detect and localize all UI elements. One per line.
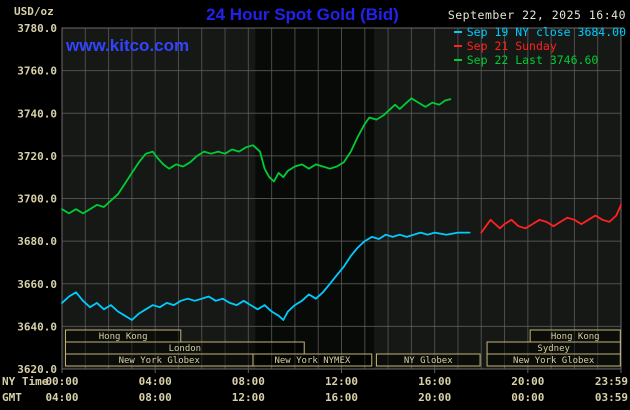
- x-tick-label-gmt: 00:00: [511, 391, 544, 404]
- price-line-sep21: [480, 203, 622, 234]
- legend-label-sep19: Sep 19 NY close 3684.00: [466, 25, 626, 39]
- legend-swatch-sep21: [453, 45, 462, 47]
- session-label: New York NYMEX: [274, 356, 350, 366]
- y-tick-label: 3700.0: [17, 193, 57, 206]
- price-line-sep19: [61, 231, 471, 321]
- session-label: New York Globex: [119, 356, 201, 366]
- x-tick-label-nytime: 12:00: [325, 375, 358, 388]
- x-axis-nytime-label: NY Time: [2, 375, 49, 388]
- x-tick-label-gmt: 20:00: [418, 391, 451, 404]
- legend-swatch-sep19: [453, 31, 462, 33]
- session-box: [375, 353, 481, 367]
- y-tick-label: 3680.0: [17, 235, 57, 248]
- session-box: [252, 353, 373, 367]
- session-label: Hong Kong: [99, 332, 148, 342]
- x-tick-label-nytime: 20:00: [511, 375, 544, 388]
- datetime-label: September 22, 2025 16:40: [447, 8, 626, 22]
- y-tick-label: 3740.0: [17, 107, 57, 120]
- legend-item-sep22: Sep 22 Last 3746.60: [453, 53, 626, 67]
- y-tick-label: 3640.0: [17, 320, 57, 333]
- session-label: Sydney: [537, 344, 570, 354]
- x-tick-label-nytime: 16:00: [418, 375, 451, 388]
- legend-label-sep21: Sep 21 Sunday: [466, 39, 557, 53]
- y-tick-label: 3660.0: [17, 278, 57, 291]
- x-tick-label-nytime: 08:00: [232, 375, 265, 388]
- legend: Sep 19 NY close 3684.00 Sep 21 Sunday Se…: [453, 25, 626, 67]
- legend-item-sep21: Sep 21 Sunday: [453, 39, 626, 53]
- y-tick-label: 3780.0: [17, 22, 57, 35]
- x-tick-label-gmt: 16:00: [325, 391, 358, 404]
- legend-item-sep19: Sep 19 NY close 3684.00: [453, 25, 626, 39]
- price-line-sep22: [61, 97, 452, 215]
- x-tick-label-gmt: 12:00: [232, 391, 265, 404]
- legend-swatch-sep22: [453, 59, 462, 61]
- y-tick-label: 3720.0: [17, 150, 57, 163]
- x-tick-label-gmt: 03:59: [595, 391, 628, 404]
- chart-title: 24 Hour Spot Gold (Bid): [206, 5, 399, 24]
- legend-label-sep22: Sep 22 Last 3746.60: [466, 53, 599, 67]
- y-axis-unit-label: USD/oz: [14, 5, 54, 18]
- session-box: [486, 353, 621, 367]
- x-tick-label-gmt: 08:00: [139, 391, 172, 404]
- y-tick-label: 3620.0: [17, 363, 57, 376]
- x-tick-label-gmt: 04:00: [45, 391, 78, 404]
- session-label: NY Globex: [404, 356, 453, 366]
- y-tick-label: 3760.0: [17, 65, 57, 78]
- x-tick-label-nytime: 23:59: [595, 375, 628, 388]
- x-axis-gmt-label: GMT: [2, 391, 22, 404]
- kitco-watermark-link[interactable]: www.kitco.com: [66, 36, 190, 55]
- session-label: New York Globex: [513, 356, 595, 366]
- x-tick-label-nytime: 04:00: [139, 375, 172, 388]
- session-label: Hong Kong: [551, 332, 600, 342]
- session-label: London: [169, 344, 202, 354]
- x-tick-label-nytime: 00:00: [45, 375, 78, 388]
